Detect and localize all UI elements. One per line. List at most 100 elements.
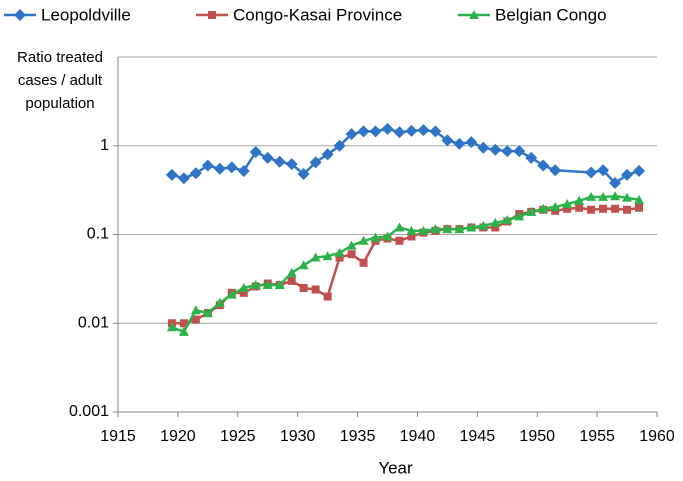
data-point	[239, 288, 248, 297]
data-point	[407, 232, 416, 241]
data-point	[250, 279, 261, 289]
data-point	[286, 267, 297, 277]
x-tick-label: 1945	[460, 428, 496, 445]
data-point	[298, 260, 309, 270]
data-point	[274, 279, 285, 289]
data-point	[634, 194, 645, 204]
data-point	[501, 145, 514, 158]
data-point	[238, 282, 249, 292]
data-point	[585, 166, 598, 179]
x-tick-label: 1960	[639, 428, 675, 445]
data-point	[297, 168, 310, 181]
data-point	[178, 326, 189, 336]
y-axis-label: Ratio treated cases / adult population	[17, 49, 103, 112]
data-point	[490, 217, 501, 227]
legend-label: Leopoldville	[41, 5, 131, 24]
data-point	[417, 124, 430, 137]
data-point	[502, 215, 513, 225]
data-point	[430, 224, 441, 234]
data-point	[454, 224, 465, 234]
y-tick-label: 0.01	[78, 314, 109, 331]
data-point	[453, 137, 466, 150]
data-point	[179, 319, 188, 328]
data-point	[334, 247, 345, 257]
data-point	[491, 223, 500, 232]
data-point	[335, 253, 344, 262]
data-point	[514, 211, 525, 221]
data-point	[562, 199, 573, 209]
data-point	[237, 164, 250, 177]
data-point	[489, 143, 502, 156]
x-tick-label: 1930	[280, 428, 316, 445]
data-point	[202, 308, 213, 318]
data-point	[550, 201, 561, 211]
data-point	[333, 139, 346, 152]
data-point	[273, 155, 286, 168]
x-axis-label: Year	[378, 458, 413, 477]
legend-label: Congo-Kasai Province	[233, 5, 402, 24]
x-tick-label: 1925	[220, 428, 256, 445]
legend-marker	[208, 11, 216, 19]
data-point	[190, 305, 201, 315]
data-point	[322, 251, 333, 261]
data-point	[287, 276, 296, 285]
x-tick-label: 1915	[100, 428, 136, 445]
data-point	[166, 322, 177, 332]
data-point	[214, 297, 225, 307]
data-point	[311, 285, 320, 294]
legend-marker	[14, 9, 26, 21]
data-point	[347, 250, 356, 259]
data-point	[406, 225, 417, 235]
data-point	[359, 258, 368, 267]
data-point	[394, 222, 405, 232]
data-point	[213, 162, 226, 175]
data-point	[526, 206, 537, 216]
data-point	[226, 289, 237, 299]
data-point	[598, 191, 609, 201]
data-point	[201, 159, 214, 172]
data-point	[586, 191, 597, 201]
data-point	[442, 224, 453, 234]
data-point	[635, 203, 644, 212]
data-point	[575, 203, 584, 212]
data-point	[621, 168, 634, 181]
data-point	[370, 232, 381, 242]
data-point	[622, 192, 633, 202]
data-point	[393, 126, 406, 139]
data-point	[357, 125, 370, 138]
x-tick-label: 1940	[400, 428, 436, 445]
data-point	[525, 151, 538, 164]
data-point	[465, 136, 478, 149]
data-point	[177, 172, 190, 185]
data-point	[587, 205, 596, 214]
series-line	[171, 206, 640, 325]
data-point	[395, 236, 404, 245]
data-point	[597, 164, 610, 177]
data-point	[513, 145, 526, 158]
data-point	[165, 168, 178, 181]
data-point	[346, 240, 357, 250]
x-tick-label: 1935	[340, 428, 376, 445]
data-point	[358, 235, 369, 245]
data-point	[441, 134, 454, 147]
x-tick-label: 1955	[579, 428, 615, 445]
data-point	[189, 167, 202, 180]
data-point	[321, 148, 334, 161]
y-tick-label: 0.1	[87, 226, 109, 243]
data-point	[191, 315, 200, 324]
data-point	[323, 292, 332, 301]
legend-label: Belgian Congo	[495, 5, 607, 24]
y-tick-label: 0.001	[69, 403, 109, 420]
data-point	[381, 122, 394, 135]
data-point	[262, 279, 273, 289]
legend-marker	[469, 10, 479, 19]
data-point	[382, 231, 393, 241]
data-point	[418, 225, 429, 235]
data-point	[249, 146, 262, 159]
data-point	[225, 161, 238, 174]
data-point	[633, 164, 646, 177]
x-tick-label: 1950	[519, 428, 555, 445]
data-point	[309, 156, 322, 169]
